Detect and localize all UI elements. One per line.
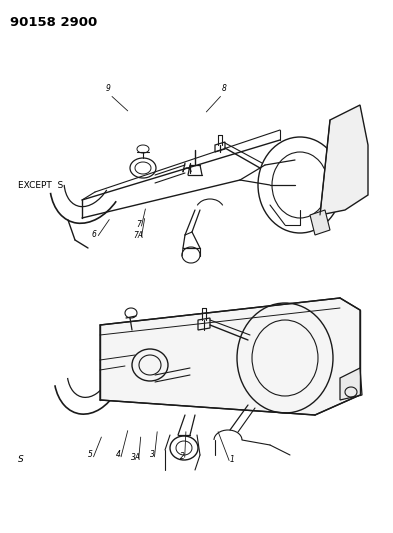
Text: 90158 2900: 90158 2900 bbox=[10, 16, 97, 29]
Text: 6: 6 bbox=[92, 230, 97, 239]
Text: 3: 3 bbox=[150, 450, 155, 459]
Polygon shape bbox=[100, 298, 360, 415]
Text: 9: 9 bbox=[106, 84, 110, 93]
Text: EXCEPT  S: EXCEPT S bbox=[18, 181, 63, 190]
Text: S: S bbox=[18, 456, 24, 464]
Polygon shape bbox=[320, 105, 368, 215]
Text: 4: 4 bbox=[116, 450, 120, 459]
Text: 5: 5 bbox=[88, 450, 93, 459]
Text: 1: 1 bbox=[230, 455, 234, 464]
Text: 2: 2 bbox=[180, 451, 185, 461]
Text: 3A: 3A bbox=[130, 453, 141, 462]
Text: 7A: 7A bbox=[133, 231, 143, 240]
Polygon shape bbox=[340, 368, 362, 400]
Text: 7: 7 bbox=[136, 220, 141, 229]
Text: 8: 8 bbox=[222, 84, 226, 93]
Polygon shape bbox=[310, 210, 330, 235]
